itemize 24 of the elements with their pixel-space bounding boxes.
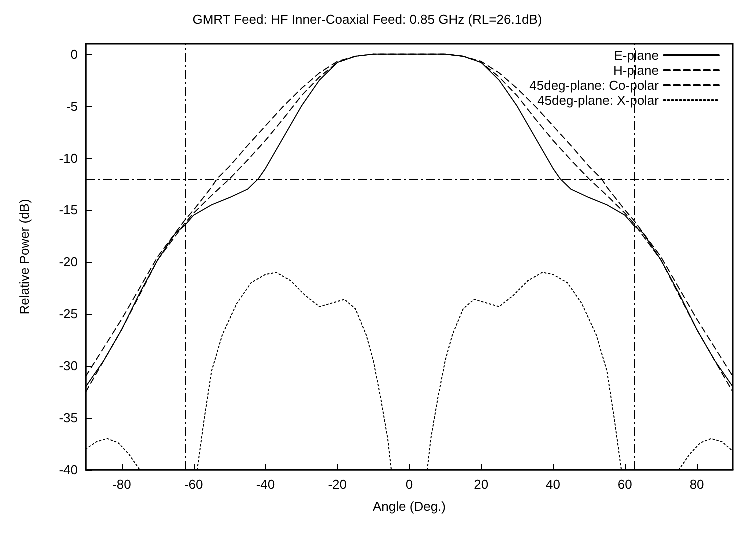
x-axis-title: Angle (Deg.) [373,499,446,514]
y-tick-label: -35 [59,410,78,426]
y-tick-label: 0 [70,46,78,62]
x-tick-label: 60 [618,477,632,492]
x-tick-label: 40 [546,477,561,492]
y-tick-label: -20 [59,254,78,270]
legend-label: H-plane [613,63,659,78]
y-tick-label: -10 [59,150,78,166]
legend-label: 45deg-plane: Co-polar [530,78,660,93]
x-tick-label: -20 [328,477,348,492]
x-tick-label: 20 [474,477,489,492]
legend-label: 45deg-plane: X-polar [538,93,660,108]
y-tick-label: -40 [59,462,78,478]
chart-title: GMRT Feed: HF Inner-Coaxial Feed: 0.85 GHz (RL=26.1dB) [192,12,542,27]
x-tick-label: -80 [112,477,132,492]
y-tick-label: -30 [59,358,78,374]
y-tick-label: -15 [59,202,78,218]
x-tick-label: 0 [406,477,414,492]
y-tick-label: -25 [59,306,78,322]
y-tick-label: -5 [66,98,78,114]
y-axis-title: Relative Power (dB) [17,199,32,315]
x-tick-label: -60 [184,477,204,492]
x-tick-label: -40 [256,477,276,492]
x-tick-label: 80 [690,477,704,492]
